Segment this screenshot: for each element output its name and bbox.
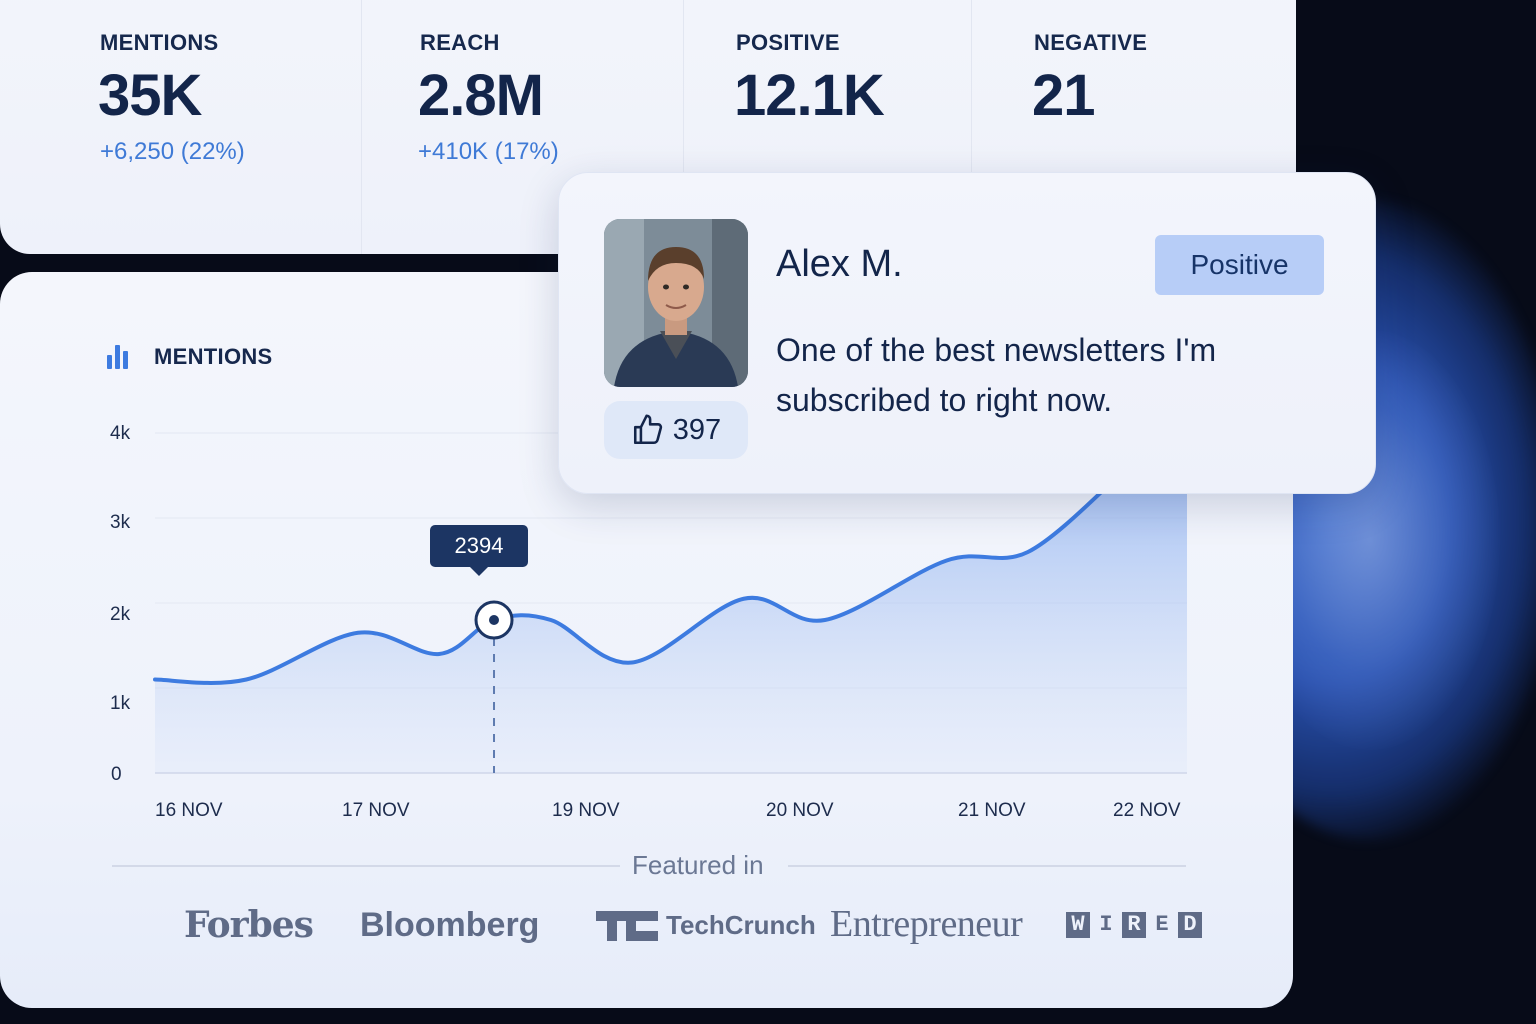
- chart-title: MENTIONS: [154, 344, 273, 369]
- review-card[interactable]: 397 Alex M. Positive One of the best new…: [558, 172, 1376, 494]
- like-count: 397: [672, 413, 722, 446]
- stat-delta: +6,250 (22%): [100, 138, 245, 165]
- stat-value: 12.1K: [734, 63, 885, 128]
- y-tick-label: 0: [111, 764, 122, 785]
- techcrunch-wordmark: TechCrunch: [666, 910, 816, 940]
- series-line: [153, 473, 1122, 685]
- x-tick-label: 19 NOV: [552, 800, 620, 821]
- y-tick-label: 3k: [110, 512, 131, 533]
- featured-in-label: Featured in: [632, 850, 764, 880]
- entrepreneur-logo: Entrepreneur: [830, 903, 1023, 945]
- review-text: One of the best newsletters I'm subscrib…: [776, 332, 1217, 418]
- stat-label: REACH: [420, 30, 500, 55]
- stat-delta: +410K (17%): [418, 138, 559, 165]
- x-tick-label: 20 NOV: [766, 800, 834, 821]
- value-tooltip: 2394: [430, 525, 528, 576]
- stat-mentions: MENTIONS 35K +6,250 (22%): [0, 0, 362, 254]
- stat-positive: POSITIVE 12.1K: [684, 0, 972, 254]
- y-tick-label: 1k: [110, 693, 131, 714]
- avatar: [604, 219, 748, 387]
- thumbs-up-icon: [633, 414, 662, 445]
- chart-header: MENTIONS: [106, 344, 273, 370]
- bloomberg-logo: Bloomberg: [360, 906, 540, 944]
- sentiment-badge: Positive: [1155, 235, 1324, 295]
- x-tick-label: 17 NOV: [342, 800, 410, 821]
- like-button[interactable]: 397: [604, 401, 748, 459]
- mentions-plot: [153, 432, 1187, 774]
- reviewer-name: Alex M.: [776, 243, 903, 285]
- wired-logo: W I R E D: [1066, 912, 1202, 938]
- y-tick-label: 2k: [110, 604, 131, 625]
- techcrunch-mark-icon: [596, 910, 658, 941]
- highlight-point-dot: [489, 615, 500, 625]
- stat-label: MENTIONS: [100, 30, 219, 55]
- x-tick-label: 16 NOV: [155, 800, 223, 821]
- stat-reach: REACH 2.8M +410K (17%): [362, 0, 684, 254]
- stat-value: 21: [1032, 63, 1096, 128]
- stat-negative: NEGATIVE 21: [972, 0, 1296, 254]
- stat-label: NEGATIVE: [1034, 30, 1148, 55]
- x-tick-label: 22 NOV: [1113, 800, 1181, 821]
- divider: [788, 865, 1186, 867]
- divider: [112, 865, 620, 867]
- forbes-logo: Forbes: [184, 904, 314, 946]
- stat-value: 35K: [98, 63, 202, 128]
- bar-chart-icon: [106, 345, 130, 369]
- stat-value: 2.8M: [418, 63, 544, 128]
- y-tick-label: 4k: [110, 423, 131, 444]
- series-area: [155, 475, 1187, 773]
- x-tick-label: 21 NOV: [958, 800, 1026, 821]
- techcrunch-logo: TechCrunch: [596, 910, 816, 941]
- stat-label: POSITIVE: [736, 30, 840, 55]
